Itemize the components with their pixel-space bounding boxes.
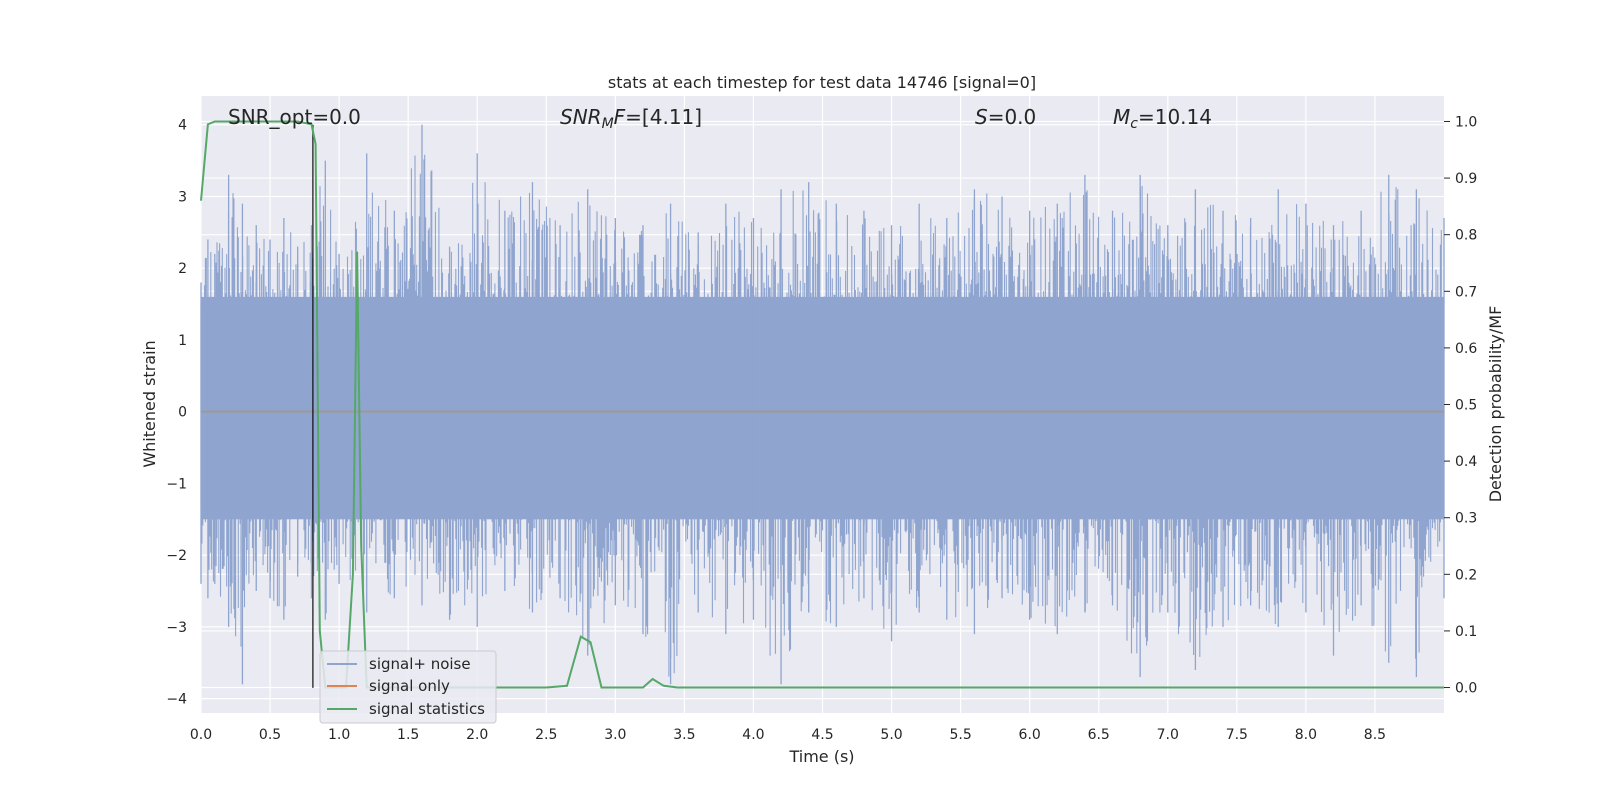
snr-mf-tail: F [614, 105, 626, 129]
x-tick-label: 2.0 [466, 727, 488, 743]
y-tick-label: −3 [166, 620, 187, 636]
y2-tick-label: 1.0 [1455, 114, 1477, 130]
y-tick-label: −4 [166, 692, 187, 708]
legend: signal+ noise signal only signal statist… [319, 650, 497, 724]
y-tick-label: −1 [166, 476, 187, 492]
y2-tick-label: 0.6 [1455, 341, 1477, 357]
x-tick-label: 7.0 [1157, 727, 1179, 743]
y-tick-label: 2 [178, 261, 187, 277]
y2-tick-label: 0.2 [1455, 567, 1477, 583]
y-tick-label: 0 [178, 405, 187, 421]
y2-tick-labels: 1.0 0.9 0.8 0.7 0.6 0.5 0.4 0.3 0.2 0.1 0.0 [1444, 114, 1477, 697]
y-axis-label: Whitened strain [140, 340, 159, 467]
x-tick-label: 5.5 [949, 727, 971, 743]
x-tick-label: 8.0 [1295, 727, 1317, 743]
s-value: =0.0 [988, 105, 1037, 129]
y2-tick-label: 0.8 [1455, 228, 1477, 244]
mc-value: =10.14 [1138, 105, 1212, 129]
y2-tick-label: 0.4 [1455, 454, 1477, 470]
x-axis-label: Time (s) [788, 747, 854, 766]
x-tick-label: 6.0 [1019, 727, 1041, 743]
annotation-s: S=0.0 [975, 105, 1036, 129]
snr-mf-sub: M [602, 116, 614, 132]
x-tick-labels: 0.0 0.5 1.0 1.5 2.0 2.5 3.0 3.5 4.0 4.5 5.0 5.5 6.0 6… [190, 727, 1386, 743]
y2-tick-label: 0.9 [1455, 171, 1477, 187]
x-tick-label: 4.0 [742, 727, 764, 743]
x-tick-label: 1.5 [397, 727, 419, 743]
y-tick-label: 3 [178, 189, 187, 205]
legend-box [319, 650, 497, 724]
chart-title: stats at each timestep for test data 147… [608, 73, 1036, 92]
annotation-mc: Mc=10.14 [1113, 105, 1212, 132]
annotation-snr-opt: SNR_opt=0.0 [228, 105, 361, 129]
x-tick-label: 3.0 [604, 727, 626, 743]
snr-mf-value: =[4.11] [625, 105, 702, 129]
s-var: S [975, 105, 988, 129]
y2-tick-label: 0.1 [1455, 624, 1477, 640]
legend-label-signal-noise: signal+ noise [369, 655, 471, 673]
mc-var: M [1113, 105, 1130, 129]
x-tick-label: 8.5 [1364, 727, 1386, 743]
y2-tick-label: 0.5 [1455, 398, 1477, 414]
x-tick-label: 6.5 [1088, 727, 1110, 743]
x-tick-label: 0.0 [190, 727, 212, 743]
x-tick-label: 3.5 [673, 727, 695, 743]
strain-series [200, 124, 1445, 685]
x-tick-label: 0.5 [259, 727, 281, 743]
y-tick-label: −2 [166, 548, 187, 564]
x-tick-label: 2.5 [535, 727, 557, 743]
x-tick-label: 5.0 [880, 727, 902, 743]
x-tick-label: 7.5 [1226, 727, 1248, 743]
y2-tick-label: 0.3 [1455, 511, 1477, 527]
x-tick-label: 4.5 [811, 727, 833, 743]
y2-tick-label: 0.7 [1455, 284, 1477, 300]
y-tick-label: 4 [178, 118, 187, 134]
mc-sub: c [1130, 116, 1138, 132]
snr-mf-var: SNR [560, 105, 602, 129]
annotation-snr-mf: SNRMF=[4.11] [560, 105, 702, 132]
y-tick-labels: 4 3 2 1 0 −1 −2 −3 −4 [166, 118, 187, 708]
y2-tick-label: 0.0 [1455, 681, 1477, 697]
legend-label-signal-only: signal only [369, 677, 450, 695]
x-tick-label: 1.0 [328, 727, 350, 743]
legend-label-signal-statistics: signal statistics [369, 700, 485, 718]
y-tick-label: 1 [178, 333, 187, 349]
y2-axis-label: Detection probability/MF [1486, 306, 1505, 503]
